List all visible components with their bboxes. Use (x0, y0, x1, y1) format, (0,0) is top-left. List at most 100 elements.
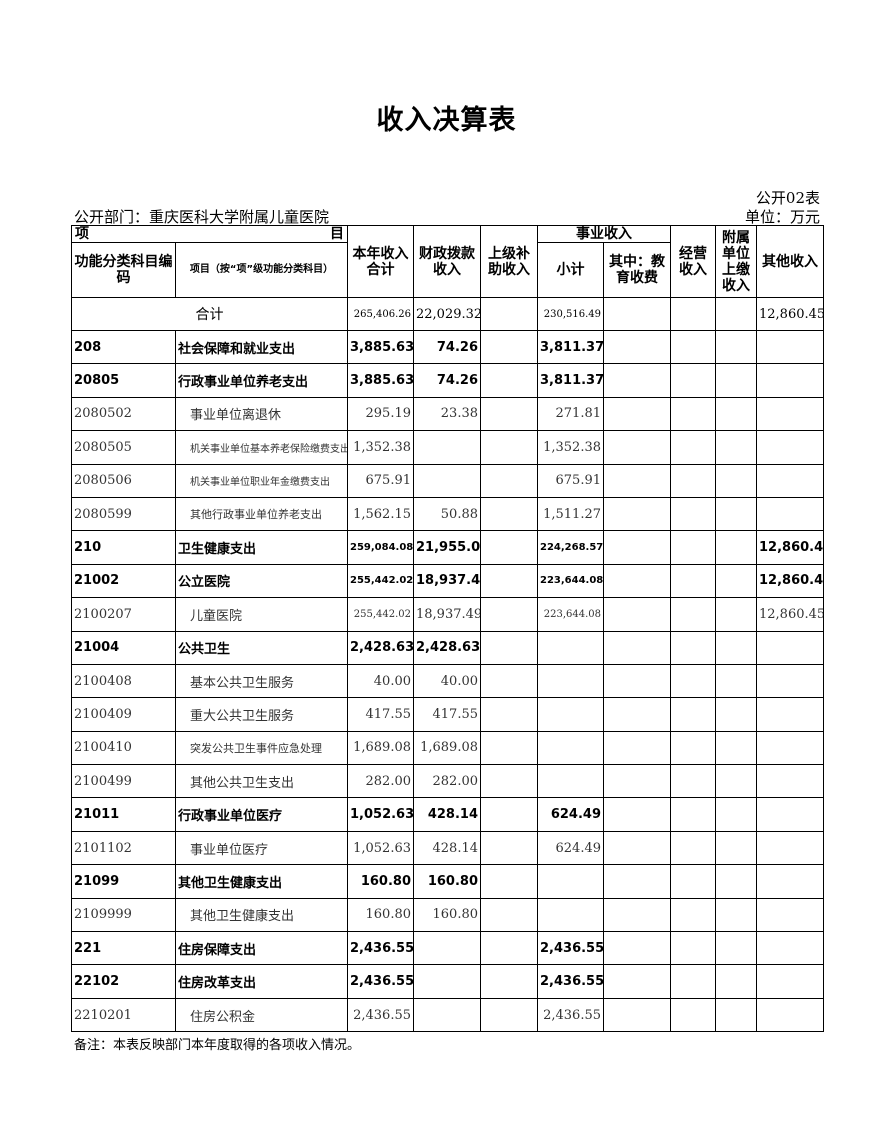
cell-fiscal: 23.38 (413, 396, 481, 432)
cell-subtotal (537, 897, 604, 933)
cell-upper (480, 864, 538, 899)
cell-affiliated (715, 964, 757, 999)
header-item: 项目 (71, 225, 348, 243)
cell-subtotal: 271.81 (537, 396, 604, 432)
cell-name: 机关事业单位职业年金缴费支出 (175, 463, 348, 498)
cell-operating (670, 329, 716, 365)
department: 公开部门：重庆医科大学附属儿童医院 (74, 208, 330, 226)
cell-total: 255,442.02 (347, 563, 414, 599)
table-row: 22102 住房改革支出 2,436.55 2,436.55 (71, 964, 824, 999)
cell-fiscal: 40.00 (413, 663, 481, 699)
cell-operating (670, 430, 716, 465)
cell-other (756, 997, 824, 1033)
header-other: 其他收入 (756, 225, 824, 298)
table-row: 2100499 其他公共卫生支出 282.00 282.00 (71, 764, 824, 799)
cell-edu (603, 363, 671, 398)
total-upper (480, 297, 538, 331)
cell-other: 12,860.45 (756, 563, 824, 599)
cell-edu (603, 496, 671, 532)
cell-operating (670, 730, 716, 766)
cell-total: 1,052.63 (347, 797, 414, 832)
cell-operating (670, 697, 716, 732)
cell-code: 2100410 (71, 730, 176, 766)
cell-name: 机关事业单位基本养老保险缴费支出 (175, 430, 348, 465)
cell-code: 221 (71, 931, 176, 966)
cell-subtotal: 624.49 (537, 830, 604, 866)
cell-name: 基本公共卫生服务 (175, 663, 348, 699)
header-affiliated: 附属单位上缴收入 (715, 225, 757, 298)
cell-operating (670, 797, 716, 832)
cell-edu (603, 864, 671, 899)
cell-upper (480, 463, 538, 498)
cell-total: 2,436.55 (347, 964, 414, 999)
cell-total: 417.55 (347, 697, 414, 732)
table-row: 20805 行政事业单位养老支出 3,885.63 74.26 3,811.37 (71, 363, 824, 398)
cell-affiliated (715, 663, 757, 699)
cell-other (756, 430, 824, 465)
header-item-left: 项 (75, 226, 89, 242)
cell-fiscal (413, 463, 481, 498)
cell-other (756, 329, 824, 365)
cell-fiscal: 417.55 (413, 697, 481, 732)
cell-affiliated (715, 329, 757, 365)
form-number: 公开02表 (755, 189, 820, 207)
cell-upper (480, 830, 538, 866)
cell-upper (480, 964, 538, 999)
cell-edu (603, 997, 671, 1033)
cell-other: 12,860.45 (756, 530, 824, 565)
cell-code: 22102 (71, 964, 176, 999)
cell-total: 1,352.38 (347, 430, 414, 465)
cell-name: 其他公共卫生支出 (175, 764, 348, 799)
table-row: 2210201 住房公积金 2,436.55 2,436.55 (71, 997, 824, 1033)
cell-other (756, 730, 824, 766)
cell-subtotal (537, 663, 604, 699)
cell-total: 282.00 (347, 764, 414, 799)
cell-subtotal: 675.91 (537, 463, 604, 498)
cell-affiliated (715, 797, 757, 832)
cell-total: 40.00 (347, 663, 414, 699)
cell-fiscal: 160.80 (413, 897, 481, 933)
cell-fiscal: 160.80 (413, 864, 481, 899)
cell-code: 2100207 (71, 597, 176, 632)
cell-code: 2101102 (71, 830, 176, 866)
table-row: 208 社会保障和就业支出 3,885.63 74.26 3,811.37 (71, 329, 824, 365)
cell-affiliated (715, 864, 757, 899)
cell-upper (480, 563, 538, 599)
cell-name: 其他卫生健康支出 (175, 897, 348, 933)
cell-edu (603, 563, 671, 599)
cell-code: 21002 (71, 563, 176, 599)
cell-affiliated (715, 363, 757, 398)
cell-upper (480, 797, 538, 832)
cell-total: 295.19 (347, 396, 414, 432)
cell-total: 2,436.55 (347, 931, 414, 966)
cell-upper (480, 396, 538, 432)
total-label: 合计 (71, 297, 348, 331)
total-fiscal: 22,029.32 (413, 297, 481, 331)
cell-name: 其他卫生健康支出 (175, 864, 348, 899)
cell-fiscal: 282.00 (413, 764, 481, 799)
cell-affiliated (715, 496, 757, 532)
cell-code: 2080505 (71, 430, 176, 465)
cell-total: 160.80 (347, 864, 414, 899)
cell-affiliated (715, 630, 757, 665)
cell-fiscal: 428.14 (413, 830, 481, 866)
cell-upper (480, 630, 538, 665)
table-row: 21099 其他卫生健康支出 160.80 160.80 (71, 864, 824, 899)
cell-upper (480, 597, 538, 632)
cell-total: 2,428.63 (347, 630, 414, 665)
cell-subtotal: 2,436.55 (537, 964, 604, 999)
cell-edu (603, 329, 671, 365)
cell-fiscal (413, 964, 481, 999)
cell-edu (603, 897, 671, 933)
cell-code: 2080502 (71, 396, 176, 432)
cell-operating (670, 563, 716, 599)
cell-affiliated (715, 463, 757, 498)
cell-code: 2100408 (71, 663, 176, 699)
cell-edu (603, 630, 671, 665)
cell-total: 259,084.08 (347, 530, 414, 565)
cell-subtotal: 223,644.08 (537, 597, 604, 632)
cell-fiscal: 18,937.49 (413, 563, 481, 599)
cell-other (756, 463, 824, 498)
total-row: 合计 265,406.26 22,029.32 230,516.49 12,86… (71, 297, 824, 331)
